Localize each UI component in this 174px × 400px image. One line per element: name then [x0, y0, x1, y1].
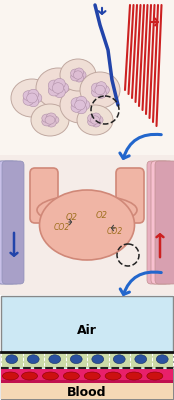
Ellipse shape: [105, 372, 121, 380]
Ellipse shape: [75, 100, 85, 110]
Text: O2: O2: [96, 210, 108, 220]
Ellipse shape: [71, 69, 80, 78]
Ellipse shape: [49, 355, 61, 364]
Ellipse shape: [54, 78, 65, 89]
Ellipse shape: [91, 88, 102, 97]
Ellipse shape: [92, 119, 101, 127]
Ellipse shape: [31, 104, 69, 136]
Ellipse shape: [27, 355, 39, 364]
Ellipse shape: [42, 372, 58, 380]
Ellipse shape: [88, 118, 97, 126]
Text: CO2: CO2: [107, 228, 123, 236]
Ellipse shape: [80, 72, 120, 108]
Text: Air: Air: [77, 324, 97, 336]
Ellipse shape: [92, 113, 101, 121]
Ellipse shape: [88, 114, 97, 122]
Ellipse shape: [28, 89, 39, 99]
Ellipse shape: [48, 80, 60, 91]
Bar: [1, 352, 173, 368]
FancyBboxPatch shape: [0, 161, 20, 284]
Bar: [1, 296, 173, 399]
Text: Blood: Blood: [67, 386, 107, 400]
Ellipse shape: [156, 355, 168, 364]
Ellipse shape: [71, 72, 80, 81]
FancyBboxPatch shape: [0, 161, 16, 284]
Ellipse shape: [27, 93, 37, 103]
Ellipse shape: [6, 355, 18, 364]
Ellipse shape: [22, 372, 38, 380]
FancyBboxPatch shape: [147, 161, 169, 284]
Ellipse shape: [73, 71, 82, 79]
Ellipse shape: [52, 83, 64, 93]
Ellipse shape: [113, 355, 125, 364]
Ellipse shape: [84, 372, 100, 380]
Ellipse shape: [37, 195, 137, 225]
Bar: [1, 383, 173, 399]
Ellipse shape: [45, 116, 55, 124]
Ellipse shape: [48, 85, 60, 96]
Bar: [1, 369, 173, 383]
Ellipse shape: [11, 79, 53, 117]
Ellipse shape: [60, 59, 96, 91]
Ellipse shape: [77, 105, 113, 135]
Ellipse shape: [76, 104, 87, 114]
Ellipse shape: [49, 116, 59, 124]
Ellipse shape: [23, 91, 34, 100]
Ellipse shape: [28, 97, 39, 107]
Ellipse shape: [36, 68, 80, 108]
Ellipse shape: [42, 118, 52, 126]
FancyBboxPatch shape: [155, 161, 174, 284]
Ellipse shape: [71, 98, 82, 108]
FancyBboxPatch shape: [151, 161, 173, 284]
Ellipse shape: [96, 82, 106, 91]
Ellipse shape: [92, 355, 104, 364]
FancyBboxPatch shape: [116, 168, 144, 223]
Ellipse shape: [31, 93, 42, 103]
Ellipse shape: [79, 100, 90, 110]
Ellipse shape: [126, 372, 142, 380]
Ellipse shape: [54, 87, 65, 98]
Ellipse shape: [2, 372, 18, 380]
Ellipse shape: [74, 74, 84, 82]
Ellipse shape: [46, 113, 56, 121]
Ellipse shape: [57, 83, 69, 93]
FancyBboxPatch shape: [30, 168, 58, 223]
Ellipse shape: [70, 355, 82, 364]
Bar: [0, 0, 174, 155]
Ellipse shape: [71, 102, 82, 112]
Ellipse shape: [74, 68, 84, 76]
Ellipse shape: [135, 355, 147, 364]
Ellipse shape: [91, 83, 102, 92]
Ellipse shape: [39, 190, 135, 260]
Ellipse shape: [46, 119, 56, 127]
Ellipse shape: [63, 372, 79, 380]
Ellipse shape: [99, 85, 109, 95]
Ellipse shape: [60, 87, 100, 123]
Ellipse shape: [147, 372, 163, 380]
Bar: [0, 155, 174, 295]
Ellipse shape: [94, 116, 103, 124]
Text: CO2: CO2: [54, 224, 70, 232]
Ellipse shape: [42, 114, 52, 122]
Ellipse shape: [76, 96, 87, 106]
Ellipse shape: [23, 96, 34, 105]
Ellipse shape: [90, 116, 100, 124]
Bar: [1, 380, 173, 383]
Text: O2: O2: [66, 214, 78, 222]
Ellipse shape: [95, 85, 105, 95]
Ellipse shape: [96, 89, 106, 98]
FancyBboxPatch shape: [2, 161, 24, 284]
Ellipse shape: [77, 71, 86, 79]
